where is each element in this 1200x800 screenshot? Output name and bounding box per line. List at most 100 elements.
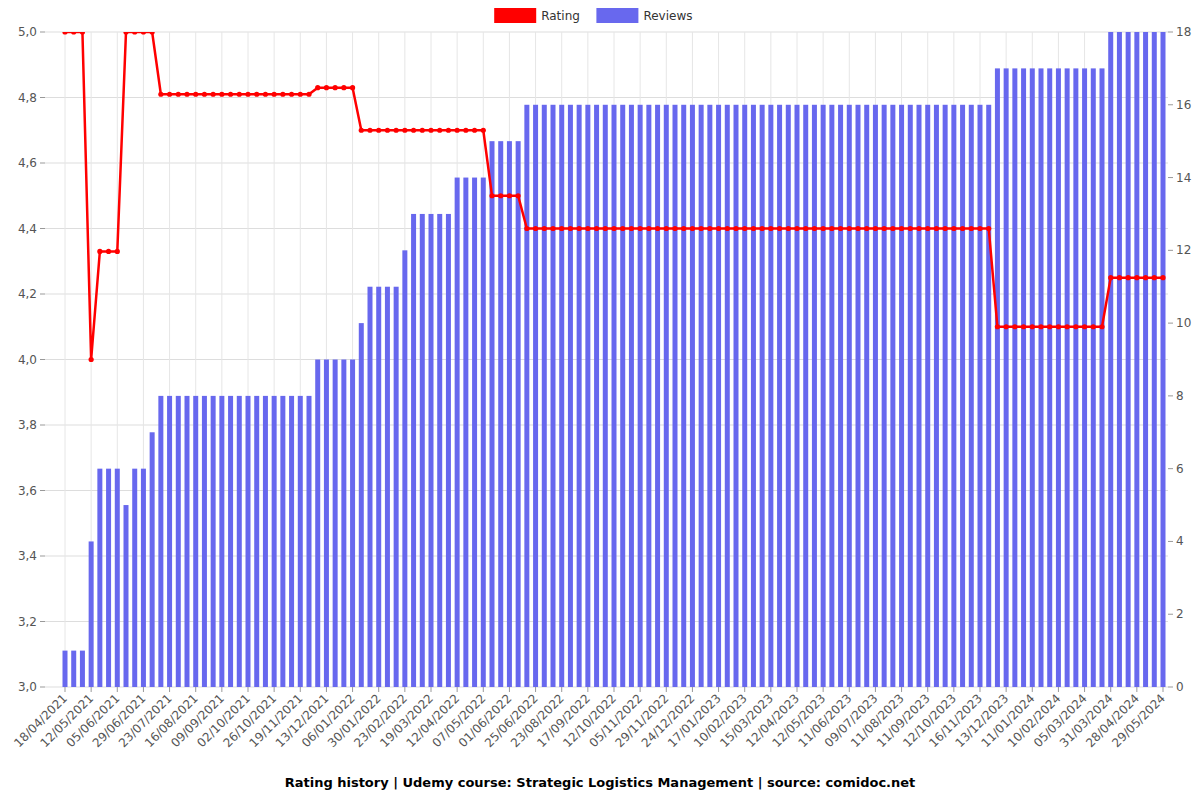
marker	[646, 226, 651, 231]
bar	[237, 396, 242, 687]
marker	[1082, 324, 1087, 329]
marker	[951, 226, 956, 231]
marker	[507, 193, 512, 198]
bar	[368, 287, 373, 687]
tick-x	[509, 687, 510, 692]
tick-label-y: 4,0	[18, 353, 37, 367]
marker	[716, 226, 721, 231]
marker	[542, 226, 547, 231]
grid-line-x	[65, 32, 66, 687]
tick-y2	[1168, 32, 1173, 33]
bar	[856, 105, 861, 687]
marker	[629, 226, 634, 231]
bar	[211, 396, 216, 687]
marker	[420, 128, 425, 133]
marker	[376, 128, 381, 133]
marker	[559, 226, 564, 231]
tick-y	[40, 687, 45, 688]
bar	[1021, 68, 1026, 687]
tick-label-y2: 6	[1176, 462, 1184, 476]
marker	[890, 226, 895, 231]
tick-label-y: 4,4	[18, 222, 37, 236]
bar	[490, 141, 495, 687]
tick-x	[1163, 687, 1164, 692]
tick-x	[797, 687, 798, 692]
bar	[298, 396, 303, 687]
marker	[838, 226, 843, 231]
bar	[777, 105, 782, 687]
marker	[908, 226, 913, 231]
bar	[577, 105, 582, 687]
bar	[646, 105, 651, 687]
tick-label-y: 3,0	[18, 680, 37, 694]
bar	[158, 396, 163, 687]
bar	[533, 105, 538, 687]
axes: 3,03,23,43,63,84,04,24,44,64,85,00246810…	[11, 25, 1191, 750]
bar	[943, 105, 948, 687]
marker	[1012, 324, 1017, 329]
tick-x	[535, 687, 536, 692]
bar	[629, 105, 634, 687]
bar	[873, 105, 878, 687]
bar	[812, 105, 817, 687]
tick-label-y: 3,4	[18, 549, 37, 563]
tick-x	[744, 687, 745, 692]
tick-x	[587, 687, 588, 692]
marker	[742, 226, 747, 231]
marker	[193, 92, 198, 97]
marker	[1152, 275, 1157, 280]
tick-x	[640, 687, 641, 692]
tick-y	[40, 97, 45, 98]
marker	[1056, 324, 1061, 329]
bar	[263, 396, 268, 687]
tick-x	[65, 687, 66, 692]
tick-y2	[1168, 614, 1173, 615]
marker	[184, 92, 189, 97]
tick-x	[195, 687, 196, 692]
marker	[158, 92, 163, 97]
tick-y	[40, 556, 45, 557]
marker	[341, 85, 346, 90]
marker	[960, 226, 965, 231]
tick-x	[404, 687, 405, 692]
marker	[106, 249, 111, 254]
tick-x	[274, 687, 275, 692]
bar	[185, 396, 190, 687]
marker	[489, 193, 494, 198]
marker	[1047, 324, 1052, 329]
tick-x	[823, 687, 824, 692]
marker	[298, 92, 303, 97]
bar	[551, 105, 556, 687]
marker	[141, 32, 146, 35]
title: Rating history | Udemy course: Strategic…	[285, 775, 916, 790]
bar	[350, 360, 355, 688]
bar	[141, 469, 146, 687]
marker	[437, 128, 442, 133]
marker	[777, 226, 782, 231]
marker	[882, 226, 887, 231]
bar	[516, 141, 521, 687]
bar	[925, 105, 930, 687]
tick-y2	[1168, 395, 1173, 396]
bar	[978, 105, 983, 687]
bar	[254, 396, 259, 687]
tick-label-y2: 12	[1176, 243, 1191, 257]
tick-label-y2: 4	[1176, 534, 1184, 548]
marker	[786, 226, 791, 231]
tick-y	[40, 425, 45, 426]
marker	[577, 226, 582, 231]
tick-y2	[1168, 687, 1173, 688]
bar	[124, 505, 129, 687]
marker	[1073, 324, 1078, 329]
marker	[995, 324, 1000, 329]
bar	[760, 105, 765, 687]
bar	[742, 105, 747, 687]
marker	[524, 226, 529, 231]
marker	[123, 32, 128, 35]
bar	[1073, 68, 1078, 687]
tick-y2	[1168, 104, 1173, 105]
tick-x	[457, 687, 458, 692]
tick-x	[666, 687, 667, 692]
marker	[768, 226, 773, 231]
bar	[481, 178, 486, 687]
